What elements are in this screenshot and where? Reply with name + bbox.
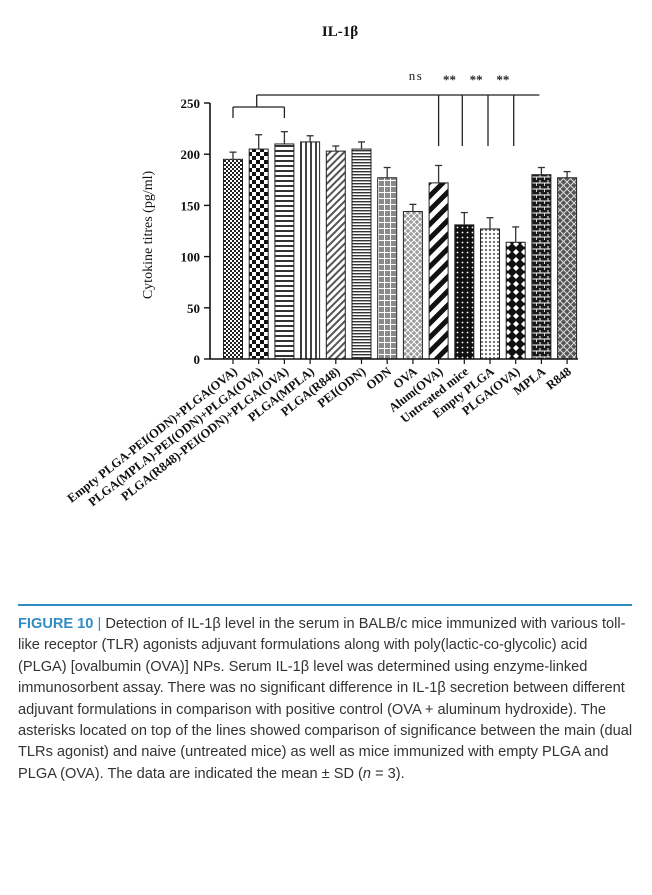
bar <box>480 228 500 360</box>
x-tick-labels: Empty PLGA-PEI(ODN)+PLGA(OVA)PLGA(MPLA)-… <box>65 359 574 509</box>
y-axis: 0 50 100 150 200 250 <box>181 96 210 367</box>
bar <box>428 182 449 360</box>
bar <box>505 241 526 360</box>
significance-label: ** <box>470 72 483 87</box>
caption-separator: | <box>93 616 106 632</box>
caption-text-end: = 3). <box>371 765 405 782</box>
y-tick-label: 100 <box>181 250 201 265</box>
bar <box>274 143 295 360</box>
bar <box>248 148 269 360</box>
figure-label: FIGURE 10 <box>18 616 94 632</box>
bar <box>300 141 321 360</box>
chart-title: IL-1β <box>322 24 358 40</box>
bar <box>402 211 423 360</box>
y-axis-label: Cytokine titres (pg/ml) <box>141 171 156 300</box>
error-bars <box>229 131 571 243</box>
y-tick-label: 250 <box>181 96 201 111</box>
x-tick-label: R848 <box>543 364 574 392</box>
bar <box>454 224 475 360</box>
significance-label: ** <box>496 72 509 87</box>
figure-caption: FIGURE 10 | Detection of IL-1β level in … <box>18 614 638 785</box>
caption-text: Detection of IL-1β level in the serum in… <box>18 616 633 782</box>
y-tick-label: 150 <box>181 198 201 213</box>
caption-divider <box>18 604 632 606</box>
bar <box>325 150 346 360</box>
x-tick-label: ODN <box>364 364 395 392</box>
x-tick-label: PLGA(MPLA)-PEI(ODN)+PLGA(OVA) <box>86 364 266 509</box>
y-tick-label: 50 <box>187 301 200 316</box>
significance-label: ** <box>443 72 456 87</box>
y-tick-label: 200 <box>181 147 201 162</box>
il1b-bar-chart: IL-1β Cytokine titres (pg/ml) 0 50 100 150 2… <box>65 24 578 509</box>
significance-annotations: ns ** ** ** <box>232 68 540 146</box>
bar <box>351 148 372 360</box>
caption-n-symbol: n <box>362 765 372 782</box>
bar <box>223 158 243 360</box>
bar <box>531 174 552 360</box>
bar <box>557 177 578 360</box>
bars <box>223 141 578 360</box>
bar <box>377 177 398 360</box>
y-tick-label: 0 <box>194 352 201 367</box>
ns-label: ns <box>409 68 424 83</box>
